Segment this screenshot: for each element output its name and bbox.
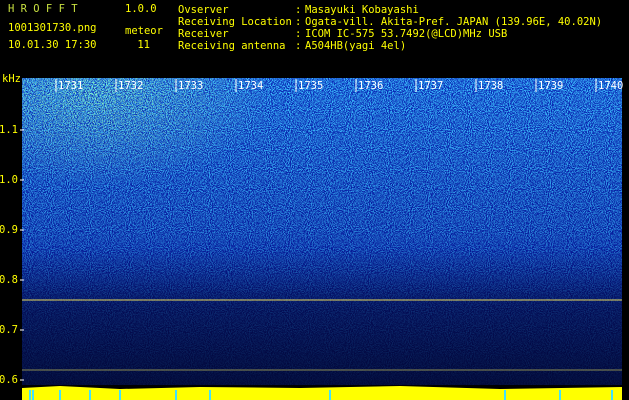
info-label: Receiving antenna [178, 40, 285, 52]
x-tick-label: 1740 [598, 80, 623, 92]
y-tick-label: 0.8 [0, 274, 18, 286]
y-unit: kHz [2, 73, 21, 85]
info-label: Ovserver [178, 4, 229, 16]
x-tick-label: 1736 [358, 80, 383, 92]
info-label: Receiver [178, 28, 229, 40]
datetime: 10.01.30 17:30 [8, 39, 97, 51]
info-value: Masayuki Kobayashi [305, 4, 419, 16]
x-tick-label: 1735 [298, 80, 323, 92]
x-tick-label: 1737 [418, 80, 443, 92]
info-separator: : [295, 28, 301, 40]
info-label: Receiving Location [178, 16, 292, 28]
info-separator: : [295, 4, 301, 16]
file-name: 1001301730.png [8, 22, 97, 34]
y-tick-label: 0.7 [0, 324, 18, 336]
x-tick-label: 1731 [58, 80, 83, 92]
y-tick-label: 1.1 [0, 124, 18, 136]
x-tick-label: 1733 [178, 80, 203, 92]
x-tick-label: 1739 [538, 80, 563, 92]
y-tick-label: 0.6 [0, 374, 18, 386]
layer: H R O F F T 1.0.0 1001301730.png meteor 10.0… [0, 3, 623, 400]
info-value: A504HB(yagi 4el) [305, 40, 406, 52]
level-bar [22, 386, 622, 400]
version: 1.0.0 [125, 3, 157, 15]
meteor-count: 11 [137, 39, 150, 51]
x-tick-label: 1734 [238, 80, 263, 92]
y-tick-label: 1.0 [0, 174, 18, 186]
x-tick-label: 1738 [478, 80, 503, 92]
info-separator: : [295, 16, 301, 28]
meteor-label: meteor [125, 25, 163, 37]
info-value: ICOM IC-575 53.7492(@LCD)MHz USB [305, 28, 507, 40]
info-separator: : [295, 40, 301, 52]
info-value: Ogata-vill. Akita-Pref. JAPAN (139.96E, … [305, 16, 602, 28]
x-tick-label: 1732 [118, 80, 143, 92]
app-name: H R O F F T [8, 3, 78, 15]
noise-hot [22, 78, 622, 385]
y-tick-label: 0.9 [0, 224, 18, 236]
